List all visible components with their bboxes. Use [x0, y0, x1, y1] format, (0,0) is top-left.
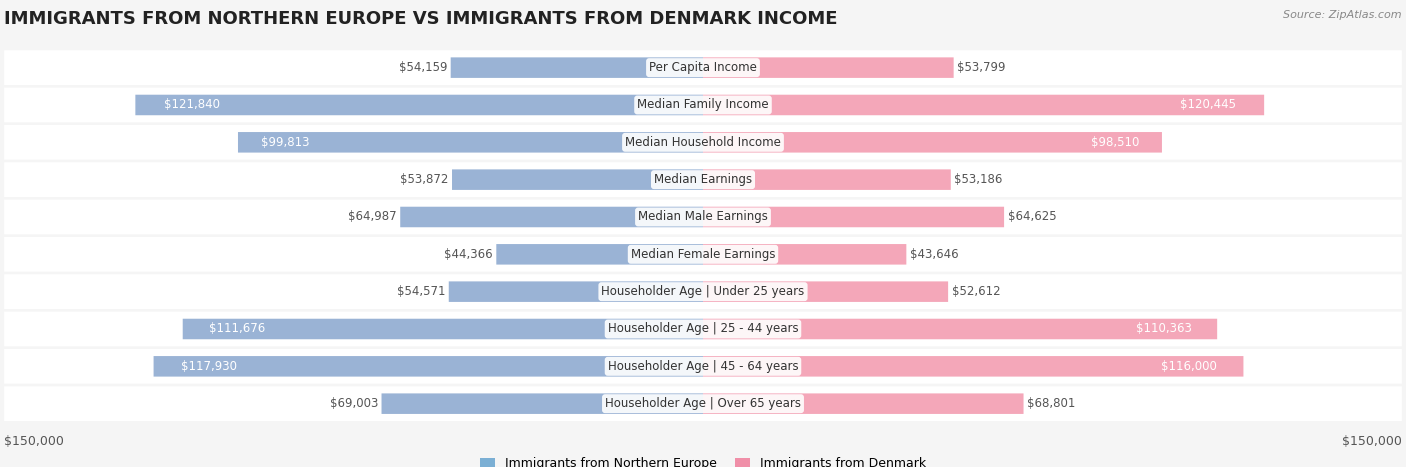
Text: $64,987: $64,987 — [349, 211, 396, 224]
Text: $52,612: $52,612 — [952, 285, 1000, 298]
FancyBboxPatch shape — [4, 386, 1402, 421]
Text: $111,676: $111,676 — [208, 323, 264, 335]
Text: Source: ZipAtlas.com: Source: ZipAtlas.com — [1284, 10, 1402, 20]
FancyBboxPatch shape — [238, 132, 703, 153]
FancyBboxPatch shape — [4, 50, 1402, 85]
Text: Householder Age | 45 - 64 years: Householder Age | 45 - 64 years — [607, 360, 799, 373]
Text: $54,571: $54,571 — [396, 285, 446, 298]
FancyBboxPatch shape — [703, 282, 948, 302]
FancyBboxPatch shape — [451, 57, 703, 78]
Text: $150,000: $150,000 — [1341, 435, 1402, 448]
Text: $54,159: $54,159 — [399, 61, 447, 74]
Text: $53,186: $53,186 — [955, 173, 1002, 186]
Text: $150,000: $150,000 — [4, 435, 65, 448]
FancyBboxPatch shape — [135, 95, 703, 115]
FancyBboxPatch shape — [496, 244, 703, 265]
Text: IMMIGRANTS FROM NORTHERN EUROPE VS IMMIGRANTS FROM DENMARK INCOME: IMMIGRANTS FROM NORTHERN EUROPE VS IMMIG… — [4, 10, 838, 28]
FancyBboxPatch shape — [4, 349, 1402, 384]
Legend: Immigrants from Northern Europe, Immigrants from Denmark: Immigrants from Northern Europe, Immigra… — [479, 458, 927, 467]
Text: $117,930: $117,930 — [181, 360, 238, 373]
FancyBboxPatch shape — [703, 244, 907, 265]
FancyBboxPatch shape — [4, 125, 1402, 160]
FancyBboxPatch shape — [703, 132, 1161, 153]
FancyBboxPatch shape — [183, 319, 703, 339]
Text: $120,445: $120,445 — [1180, 99, 1236, 112]
Text: $43,646: $43,646 — [910, 248, 959, 261]
Text: $44,366: $44,366 — [444, 248, 494, 261]
Text: Per Capita Income: Per Capita Income — [650, 61, 756, 74]
Text: $98,510: $98,510 — [1091, 136, 1139, 149]
FancyBboxPatch shape — [381, 393, 703, 414]
FancyBboxPatch shape — [4, 163, 1402, 197]
FancyBboxPatch shape — [703, 170, 950, 190]
FancyBboxPatch shape — [703, 319, 1218, 339]
FancyBboxPatch shape — [4, 199, 1402, 234]
FancyBboxPatch shape — [153, 356, 703, 376]
FancyBboxPatch shape — [703, 393, 1024, 414]
Text: Median Earnings: Median Earnings — [654, 173, 752, 186]
Text: Householder Age | Under 25 years: Householder Age | Under 25 years — [602, 285, 804, 298]
FancyBboxPatch shape — [703, 356, 1243, 376]
Text: $68,801: $68,801 — [1026, 397, 1076, 410]
Text: $121,840: $121,840 — [163, 99, 219, 112]
FancyBboxPatch shape — [449, 282, 703, 302]
Text: $99,813: $99,813 — [262, 136, 309, 149]
Text: $110,363: $110,363 — [1136, 323, 1191, 335]
FancyBboxPatch shape — [4, 237, 1402, 272]
Text: Householder Age | Over 65 years: Householder Age | Over 65 years — [605, 397, 801, 410]
FancyBboxPatch shape — [401, 207, 703, 227]
Text: $69,003: $69,003 — [329, 397, 378, 410]
FancyBboxPatch shape — [451, 170, 703, 190]
FancyBboxPatch shape — [4, 311, 1402, 347]
Text: Median Male Earnings: Median Male Earnings — [638, 211, 768, 224]
Text: $64,625: $64,625 — [1008, 211, 1056, 224]
Text: Householder Age | 25 - 44 years: Householder Age | 25 - 44 years — [607, 323, 799, 335]
Text: Median Female Earnings: Median Female Earnings — [631, 248, 775, 261]
Text: $116,000: $116,000 — [1160, 360, 1216, 373]
Text: Median Family Income: Median Family Income — [637, 99, 769, 112]
Text: $53,799: $53,799 — [957, 61, 1005, 74]
FancyBboxPatch shape — [703, 95, 1264, 115]
FancyBboxPatch shape — [4, 274, 1402, 309]
Text: Median Household Income: Median Household Income — [626, 136, 780, 149]
Text: $53,872: $53,872 — [401, 173, 449, 186]
FancyBboxPatch shape — [703, 207, 1004, 227]
FancyBboxPatch shape — [703, 57, 953, 78]
FancyBboxPatch shape — [4, 88, 1402, 122]
